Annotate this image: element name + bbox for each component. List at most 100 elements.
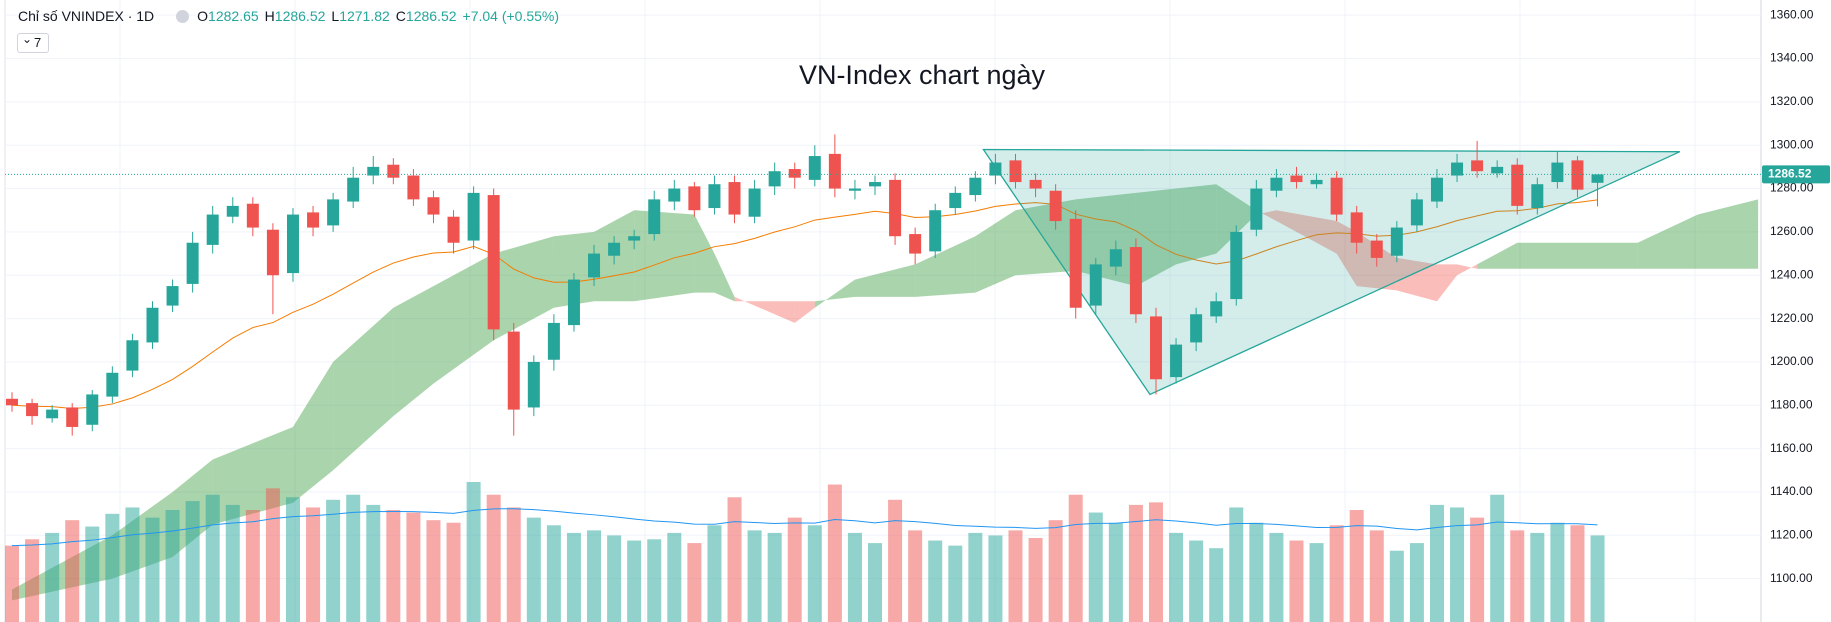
candle-body [146,307,159,343]
last-price-box [1762,165,1830,184]
volume-bar [446,522,461,622]
volume-bar [566,532,581,622]
cloud-segment [292,361,334,503]
volume-bar [225,504,240,622]
chart-title: VN-Index chart ngày [799,60,1046,90]
volume-bar [1510,530,1525,622]
candle-body [286,214,299,274]
cloud-segment [212,426,293,525]
candle-body [407,175,420,200]
y-tick-label: 1200.00 [1770,354,1814,368]
volume-bar [647,539,662,622]
volume-bar [868,543,883,622]
candle-body [1129,247,1142,315]
candle-body [1430,177,1443,202]
cloud-segment [734,296,775,315]
candle-body [668,188,681,202]
volume-bar [426,520,441,622]
candle-body [1310,179,1323,185]
candle-body [1009,160,1022,183]
volume-bar [747,530,762,622]
volume-bar [245,510,260,622]
status-dot [176,10,190,23]
candle-body [66,407,79,427]
volume-bar [1450,507,1465,622]
candle-body [1250,188,1263,230]
candle-body [1410,199,1423,226]
y-tick-label: 1160.00 [1770,441,1813,455]
volume-bar [306,507,321,622]
candle-body [46,409,59,419]
volume-bar [1389,550,1404,622]
cloud-segment [774,301,795,323]
y-tick-label: 1300.00 [1770,137,1814,151]
volume-bar [265,488,280,622]
symbol[interactable]: Chỉ số VNINDEX · 1D [18,8,155,24]
volume-bar [1189,540,1204,622]
cloud-segment [1637,214,1698,269]
high-label: H [264,8,275,24]
candle-body [788,169,801,178]
candle-body [1069,218,1082,308]
cloud-segment [1135,188,1177,287]
volume-bar [807,525,822,622]
volume-bar [968,532,983,622]
candle-body [86,394,99,425]
volume-bar [125,507,140,622]
volume-bar [1128,504,1143,622]
close-label: C [395,8,406,24]
volume-bar [145,517,160,622]
volume-bar [667,532,682,622]
volume-bar [988,535,1003,622]
candle-body [748,188,761,217]
cloud-segment [1517,242,1578,269]
volume-bar [466,482,481,622]
volume-bar [185,501,200,622]
candle-body [1551,162,1564,183]
indicator-menu[interactable]: 7 [17,30,49,53]
y-tick-label: 1260.00 [1770,224,1814,238]
volume-bar [346,494,361,622]
candle-body [507,331,520,410]
candle-body [327,199,340,226]
candle-body [226,205,239,217]
candle-body [648,199,661,235]
volume-bar [45,532,60,622]
close-value: 1286.52 [405,8,457,24]
y-tick-label: 1240.00 [1770,267,1814,281]
y-tick-label: 1180.00 [1770,397,1813,411]
cloud-segment [1276,210,1337,254]
volume-bar [1570,525,1585,622]
open-value: 1282.65 [208,8,259,24]
volume-bar [908,530,923,622]
volume-bar [1249,522,1264,622]
volume-bar [948,545,963,622]
volume-average [11,508,1598,547]
candle-body [869,182,882,187]
candle-body [567,279,580,326]
volume-bar [1349,510,1364,622]
volume-bar [1209,548,1224,622]
volume-bar [1590,535,1605,622]
candle-body [1029,179,1042,189]
volume-bar [1289,540,1304,622]
candle-body [708,184,721,209]
candle-body [427,197,440,215]
cloud-segment [714,253,735,302]
high-value: 1286.52 [274,8,326,24]
candle-body [1330,177,1343,215]
cloud-segment [1457,264,1478,276]
volume-bar [366,504,381,622]
volume-bar [165,510,180,622]
cloud-segment [1577,242,1638,269]
y-tick-label: 1140.00 [1770,484,1813,498]
candle-body [1089,264,1102,306]
volume-bar [1409,543,1424,622]
volume-bar [486,494,501,622]
cloud-segment [975,210,1016,293]
candle-body [608,242,621,256]
candle-body [688,186,701,211]
candle-body [106,372,119,397]
y-tick-label: 1340.00 [1770,51,1814,65]
y-tick-label: 1280.00 [1770,181,1814,195]
